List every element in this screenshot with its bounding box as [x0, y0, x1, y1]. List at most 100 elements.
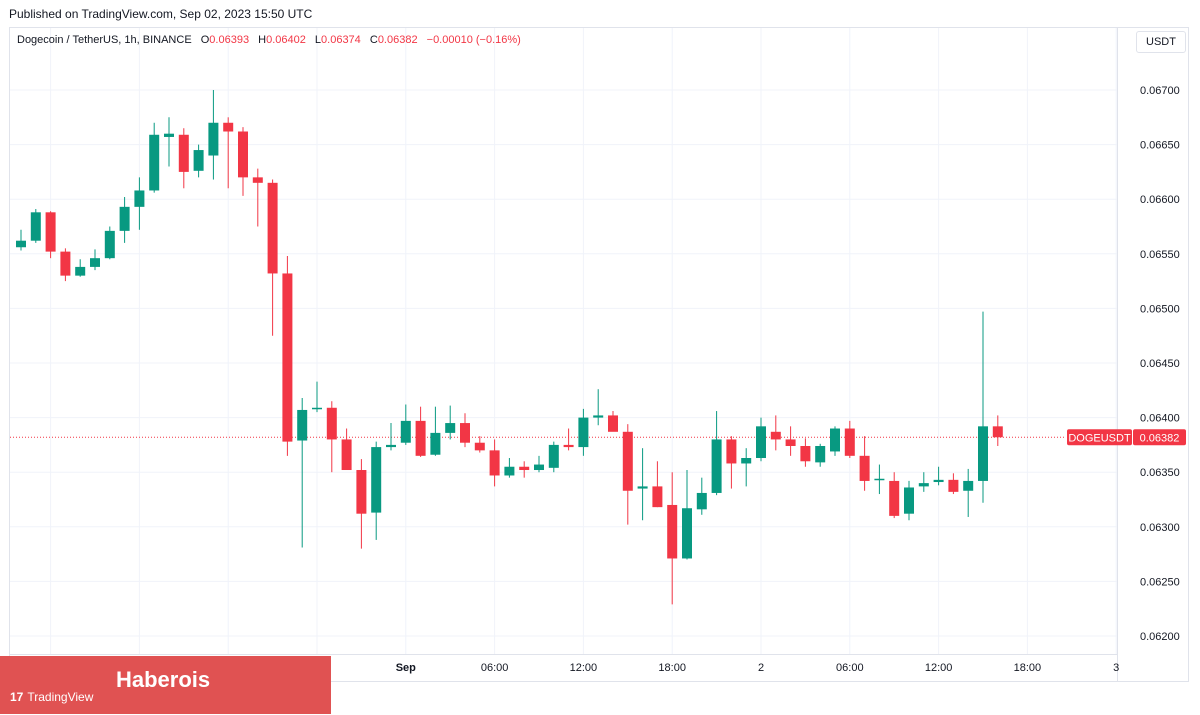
candle-body-down[interactable]	[859, 455, 870, 481]
x-tick-label: 06:00	[481, 662, 509, 674]
tradingview-logo[interactable]: 17 TradingView	[10, 690, 93, 704]
candle-body-up[interactable]	[164, 133, 174, 137]
candle-body-down[interactable]	[726, 439, 737, 464]
candle-body-up[interactable]	[756, 426, 766, 459]
candle-body-up[interactable]	[682, 508, 692, 559]
candle-body-up[interactable]	[978, 426, 988, 481]
candle-body-up[interactable]	[371, 447, 382, 513]
candle-body-down[interactable]	[622, 431, 633, 491]
candle-body-down[interactable]	[785, 439, 796, 446]
candle-body-down[interactable]	[415, 420, 426, 456]
candle-body-down[interactable]	[178, 134, 189, 172]
x-tick-label: 12:00	[570, 662, 598, 674]
candle-body-down[interactable]	[238, 131, 248, 178]
close-value: 0.06382	[377, 34, 418, 46]
y-tick-label: 0.06600	[1140, 194, 1180, 206]
currency-button[interactable]: USDT	[1136, 31, 1186, 53]
candle-body-down[interactable]	[460, 423, 470, 443]
candle-body-up[interactable]	[119, 206, 130, 231]
candle-body-down[interactable]	[519, 466, 530, 471]
candle-body-down[interactable]	[800, 445, 811, 462]
candle-body-up[interactable]	[711, 439, 722, 493]
candle-body-down[interactable]	[667, 504, 678, 559]
footer-banner	[0, 656, 331, 714]
y-tick-label: 0.06450	[1140, 358, 1180, 370]
candle-body-down[interactable]	[489, 450, 500, 476]
high-value: 0.06402	[266, 34, 306, 46]
x-tick-label: Sep	[396, 662, 416, 674]
candle-body-up[interactable]	[16, 240, 26, 248]
y-tick-label: 0.06250	[1140, 576, 1180, 588]
candle-body-up[interactable]	[578, 417, 589, 448]
candle-body-up[interactable]	[149, 134, 160, 191]
chart-frame	[9, 27, 1189, 682]
y-tick-label: 0.06200	[1140, 631, 1180, 643]
candle-body-down[interactable]	[889, 480, 900, 516]
candle-body-up[interactable]	[430, 432, 441, 455]
candle-body-up[interactable]	[90, 258, 100, 267]
y-tick-label: 0.06650	[1140, 140, 1180, 152]
candle-body-up[interactable]	[386, 444, 396, 448]
candle-body-up[interactable]	[534, 464, 544, 471]
candle-body-down[interactable]	[844, 428, 855, 456]
candle-body-down[interactable]	[474, 442, 485, 451]
candle-body-down[interactable]	[252, 177, 263, 183]
candle-body-up[interactable]	[637, 486, 648, 489]
candle-body-up[interactable]	[696, 492, 707, 510]
candle-body-down[interactable]	[356, 470, 367, 514]
candle-body-down[interactable]	[563, 444, 574, 448]
candle-body-up[interactable]	[400, 420, 411, 443]
high-label: H	[258, 34, 267, 46]
tradingview-logo-icon: 17	[10, 690, 24, 704]
candle-body-up[interactable]	[104, 230, 115, 259]
candle-body-down[interactable]	[45, 212, 56, 252]
x-tick-label: 18:00	[1014, 662, 1042, 674]
chart-legend: Dogecoin / TetherUS, 1h, BINANCE O0.0639…	[17, 34, 521, 46]
candle-body-down[interactable]	[223, 122, 234, 132]
candle-body-up[interactable]	[193, 150, 204, 171]
y-tick-label: 0.06400	[1140, 413, 1180, 425]
candle-body-down[interactable]	[652, 486, 663, 508]
change-value: −0.00010 (−0.16%)	[426, 34, 521, 46]
candle-body-down[interactable]	[608, 415, 618, 432]
y-tick-label: 0.06300	[1140, 522, 1180, 534]
candle-body-up[interactable]	[874, 478, 885, 481]
low-value: 0.06374	[321, 34, 361, 46]
candle-body-up[interactable]	[445, 423, 456, 433]
candle-body-down[interactable]	[948, 479, 959, 492]
x-tick-label: 12:00	[925, 662, 953, 674]
candle-body-down[interactable]	[341, 439, 352, 471]
candle-body-up[interactable]	[504, 466, 515, 476]
tradingview-logo-text: TradingView	[27, 690, 94, 704]
price-tag-symbol-bg	[1067, 429, 1132, 446]
candle-body-down[interactable]	[267, 182, 278, 274]
candle-body-up[interactable]	[593, 415, 604, 418]
candle-body-down[interactable]	[60, 251, 71, 276]
candle-body-up[interactable]	[312, 407, 322, 410]
candle-body-up[interactable]	[30, 212, 41, 241]
published-note: Published on TradingView.com, Sep 02, 20…	[9, 7, 313, 21]
candle-body-up[interactable]	[741, 458, 752, 464]
y-tick-label: 0.06550	[1140, 249, 1180, 261]
candle-body-up[interactable]	[918, 483, 929, 487]
symbol-description[interactable]: Dogecoin / TetherUS, 1h, BINANCE	[17, 34, 192, 46]
candle-body-up[interactable]	[933, 479, 944, 483]
candle-body-down[interactable]	[992, 426, 1003, 438]
candle-body-up[interactable]	[548, 444, 559, 468]
candle-body-up[interactable]	[208, 122, 219, 156]
open-label: O	[200, 34, 210, 46]
candle-body-up[interactable]	[830, 428, 840, 452]
open-value: 0.06393	[209, 34, 250, 46]
candle-body-up[interactable]	[297, 409, 308, 441]
candle-body-down[interactable]	[770, 431, 781, 440]
y-tick-label: 0.06350	[1140, 467, 1180, 479]
candle-body-up[interactable]	[963, 480, 974, 491]
candle-body-up[interactable]	[904, 487, 914, 514]
candle-body-down[interactable]	[326, 407, 337, 440]
candle-body-down[interactable]	[282, 273, 293, 442]
candle-body-up[interactable]	[75, 266, 86, 276]
low-label: L	[314, 34, 322, 46]
candle-body-up[interactable]	[815, 445, 826, 463]
candle-body-up[interactable]	[134, 190, 145, 207]
